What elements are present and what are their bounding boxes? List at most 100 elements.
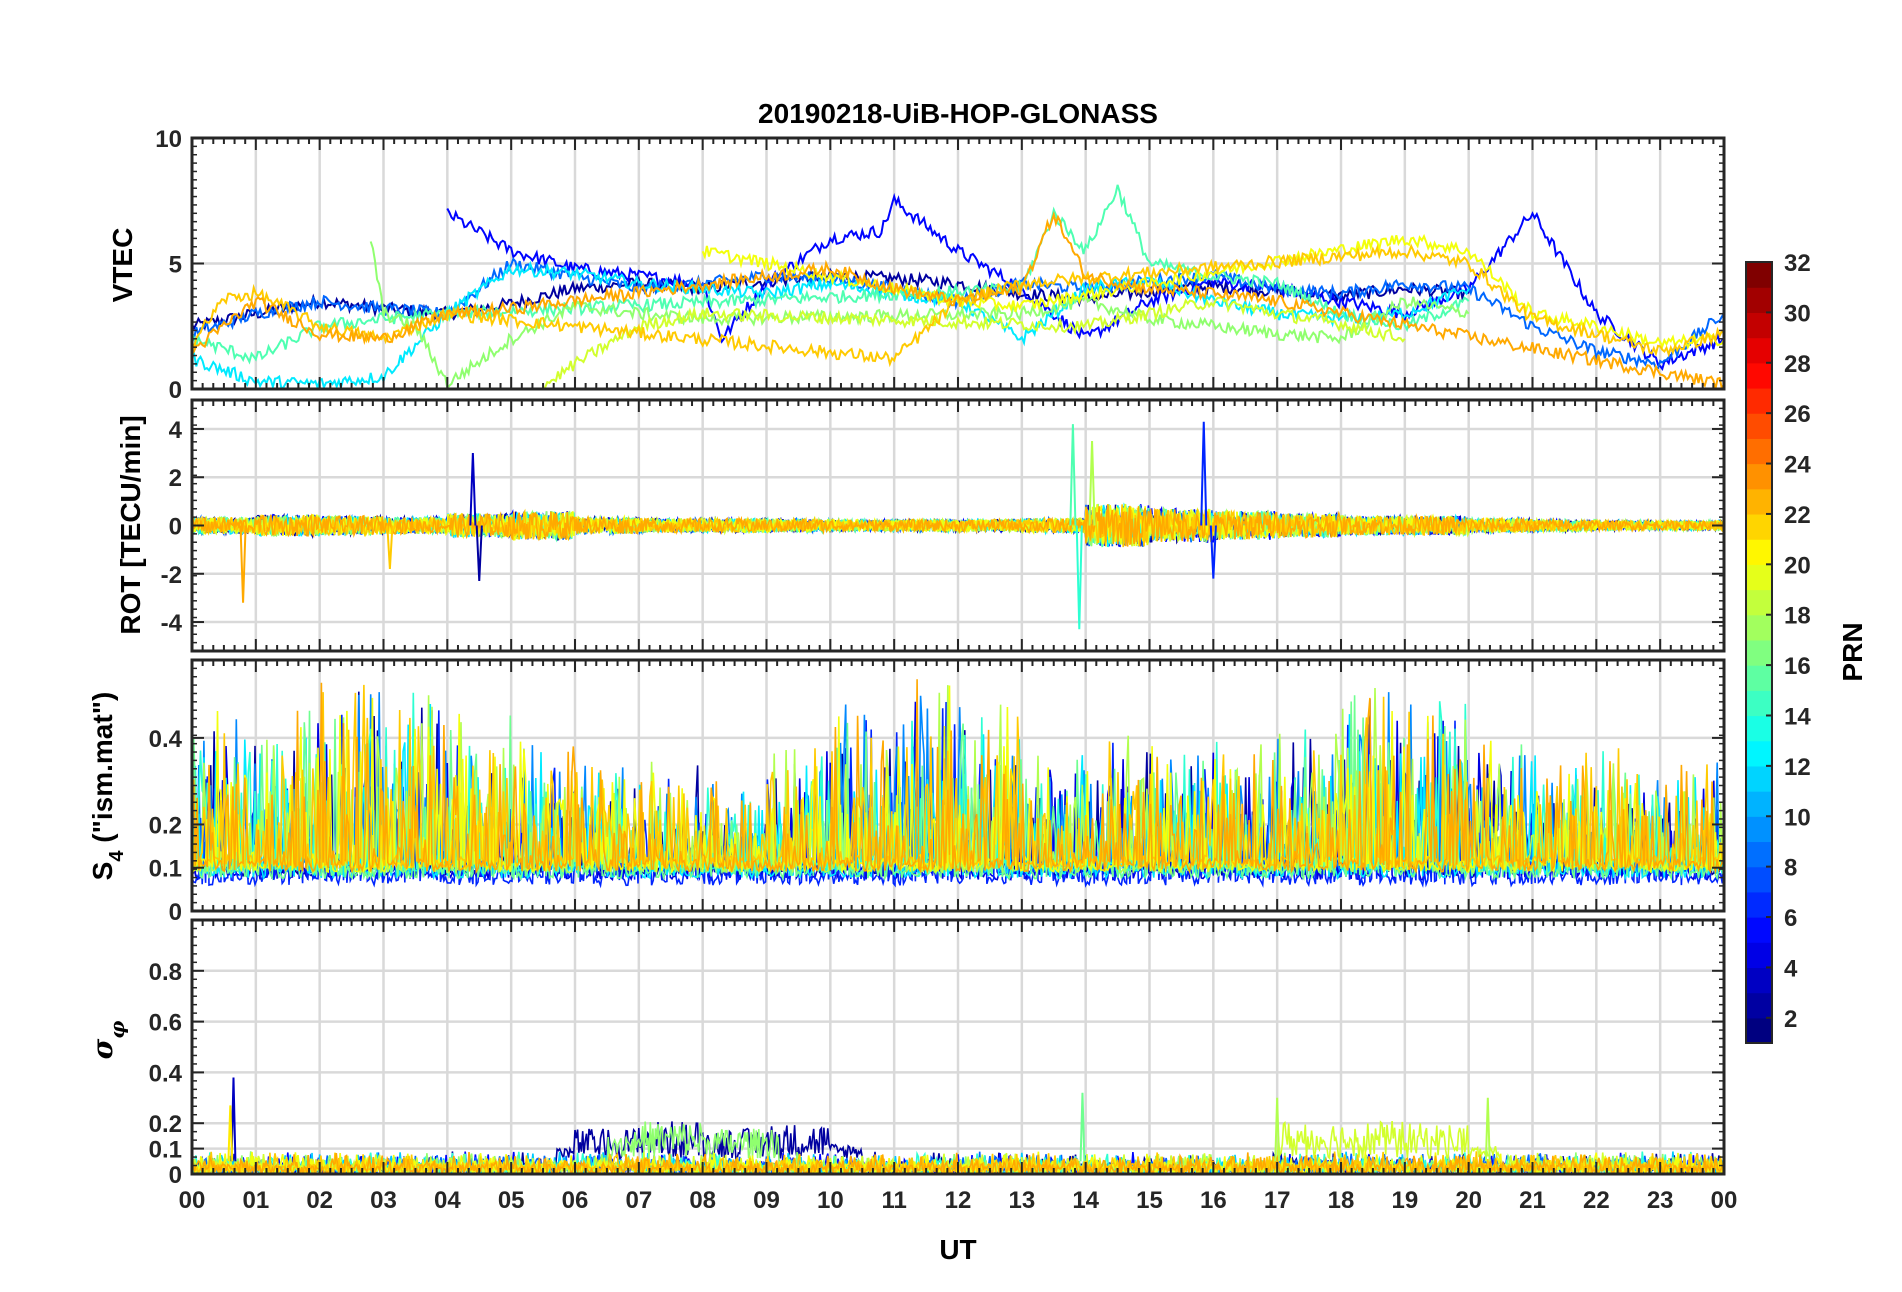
s4-axis-title: S4 ("ism.mat") [87, 692, 128, 881]
colorbar-tick-label: 4 [1784, 955, 1798, 982]
spike-prn-22 [386, 525, 394, 570]
x-tick-label: 16 [1200, 1187, 1227, 1214]
colorbar-band [1746, 539, 1772, 565]
y-tick-label: 10 [155, 126, 182, 153]
colorbar-tick-label: 8 [1784, 855, 1797, 882]
colorbar-band [1746, 614, 1772, 641]
x-tick-label: 17 [1264, 1187, 1291, 1214]
colorbar-band [1746, 690, 1772, 717]
colorbar-band [1746, 564, 1772, 591]
colorbar-tick-label: 16 [1784, 653, 1811, 680]
y-tick-label: 0 [169, 899, 182, 926]
colorbar-band [1746, 312, 1772, 339]
y-tick-label: -4 [161, 610, 183, 637]
x-tick-label: 22 [1583, 1187, 1610, 1214]
y-tick-label: 0.1 [149, 1137, 182, 1164]
x-tick-label: 00 [1711, 1187, 1738, 1214]
colorbar-band [1746, 765, 1772, 792]
colorbar-band [1746, 438, 1772, 465]
colorbar-tick-label: 12 [1784, 754, 1811, 781]
colorbar-band [1746, 891, 1772, 918]
spike-prn-18 [1088, 440, 1096, 526]
sigma-phi-axis-title: σφ [86, 1021, 129, 1060]
colorbar-tick-label: 22 [1784, 502, 1811, 529]
spike-prn-23 [239, 525, 247, 603]
y-tick-label: 0.4 [149, 1060, 183, 1087]
rot-panel: -4 -2 0 2 4 [161, 398, 1726, 653]
s4-panel: 0 0.1 0.2 0.4 [149, 658, 1726, 926]
spike-prn-2 [475, 525, 483, 582]
x-tick-label: 15 [1136, 1187, 1163, 1214]
x-tick-label: 02 [306, 1187, 333, 1214]
x-tick-label: 04 [434, 1187, 461, 1214]
colorbar-band [1746, 917, 1772, 943]
x-tick-label: 13 [1008, 1187, 1035, 1214]
colorbar-tick-label: 10 [1784, 804, 1811, 831]
y-tick-label: 5 [169, 252, 182, 279]
x-tick-label: 01 [242, 1187, 269, 1214]
y-tick-label: 0.2 [149, 1111, 182, 1138]
y-tick-label: -2 [161, 562, 182, 589]
spike-prn-3 [469, 453, 477, 526]
colorbar-band [1746, 287, 1772, 313]
colorbar-band [1746, 1017, 1772, 1044]
x-tick-label: 06 [562, 1187, 589, 1214]
colorbar-band [1746, 513, 1772, 540]
x-tick-label: 20 [1455, 1187, 1482, 1214]
x-tick-label: 21 [1519, 1187, 1546, 1214]
colorbar-band [1746, 967, 1772, 994]
sigma-phi-panel: 00.10.2 0.4 0.6 0.8 [149, 918, 1726, 1189]
colorbar-band [1746, 791, 1772, 817]
colorbar-tick-label: 18 [1784, 603, 1811, 630]
y-tick-label: 0.8 [149, 959, 182, 986]
y-tick-label: 0.2 [149, 812, 182, 839]
y-tick-label: 0 [169, 377, 182, 404]
colorbar-tick-label: 14 [1784, 703, 1811, 730]
series-group [192, 184, 1724, 389]
colorbar-band [1746, 841, 1772, 868]
vtec-panel: 0 5 10 [155, 126, 1726, 404]
colorbar-band [1746, 387, 1772, 414]
x-tick-label: 14 [1072, 1187, 1099, 1214]
spike-prn-16 [1079, 1092, 1086, 1162]
x-axis-title: UT [939, 1234, 976, 1265]
y-tick-label: 4 [169, 417, 183, 444]
x-axis-tick-labels: 00 01 02 03 04 05 06 07 08 09 10 11 12 13 14 15 16 17 18 19… [179, 1187, 1738, 1214]
colorbar-tick-label: 6 [1784, 905, 1797, 932]
spike-prn-15 [1069, 424, 1077, 526]
spike-prn-14 [1075, 525, 1083, 630]
spike-prn-6 [1209, 525, 1217, 579]
colorbar-band [1746, 665, 1772, 691]
spike-prn-21 [227, 1105, 234, 1162]
series-group [192, 679, 1724, 889]
colorbar-tick-label: 2 [1784, 1006, 1797, 1033]
x-tick-label: 18 [1328, 1187, 1355, 1214]
y-tick-label: 0 [169, 514, 182, 541]
x-tick-label: 07 [625, 1187, 652, 1214]
y-tick-label: 0.4 [149, 726, 183, 753]
y-tick-label: 0.6 [149, 1010, 182, 1037]
colorbar-band [1746, 715, 1772, 742]
y-tick-label: 2 [169, 465, 182, 492]
spike-prn-6 [1200, 421, 1208, 526]
series-line-prn-19 [543, 296, 1406, 389]
colorbar-band [1746, 992, 1772, 1019]
spike-prn-18 [1274, 1097, 1281, 1162]
y-tick-label: 0 [169, 1162, 182, 1189]
y-tick-label: 0.1 [149, 856, 182, 883]
series-line-prn-23 [192, 210, 1724, 389]
colorbar-tick-label: 20 [1784, 552, 1811, 579]
colorbar-band [1746, 942, 1772, 969]
x-tick-label: 11 [881, 1187, 906, 1214]
colorbar-band [1746, 337, 1772, 364]
series-line-prn-23 [192, 679, 1724, 875]
colorbar-band [1746, 589, 1772, 616]
colorbar-tick-label: 24 [1784, 452, 1811, 479]
colorbar-tick-label: 28 [1784, 351, 1811, 378]
colorbar-frame [1745, 261, 1773, 1044]
series-line-prn-23 [192, 504, 1724, 547]
x-tick-label: 23 [1647, 1187, 1674, 1214]
vtec-axis-title: VTEC [107, 228, 138, 303]
